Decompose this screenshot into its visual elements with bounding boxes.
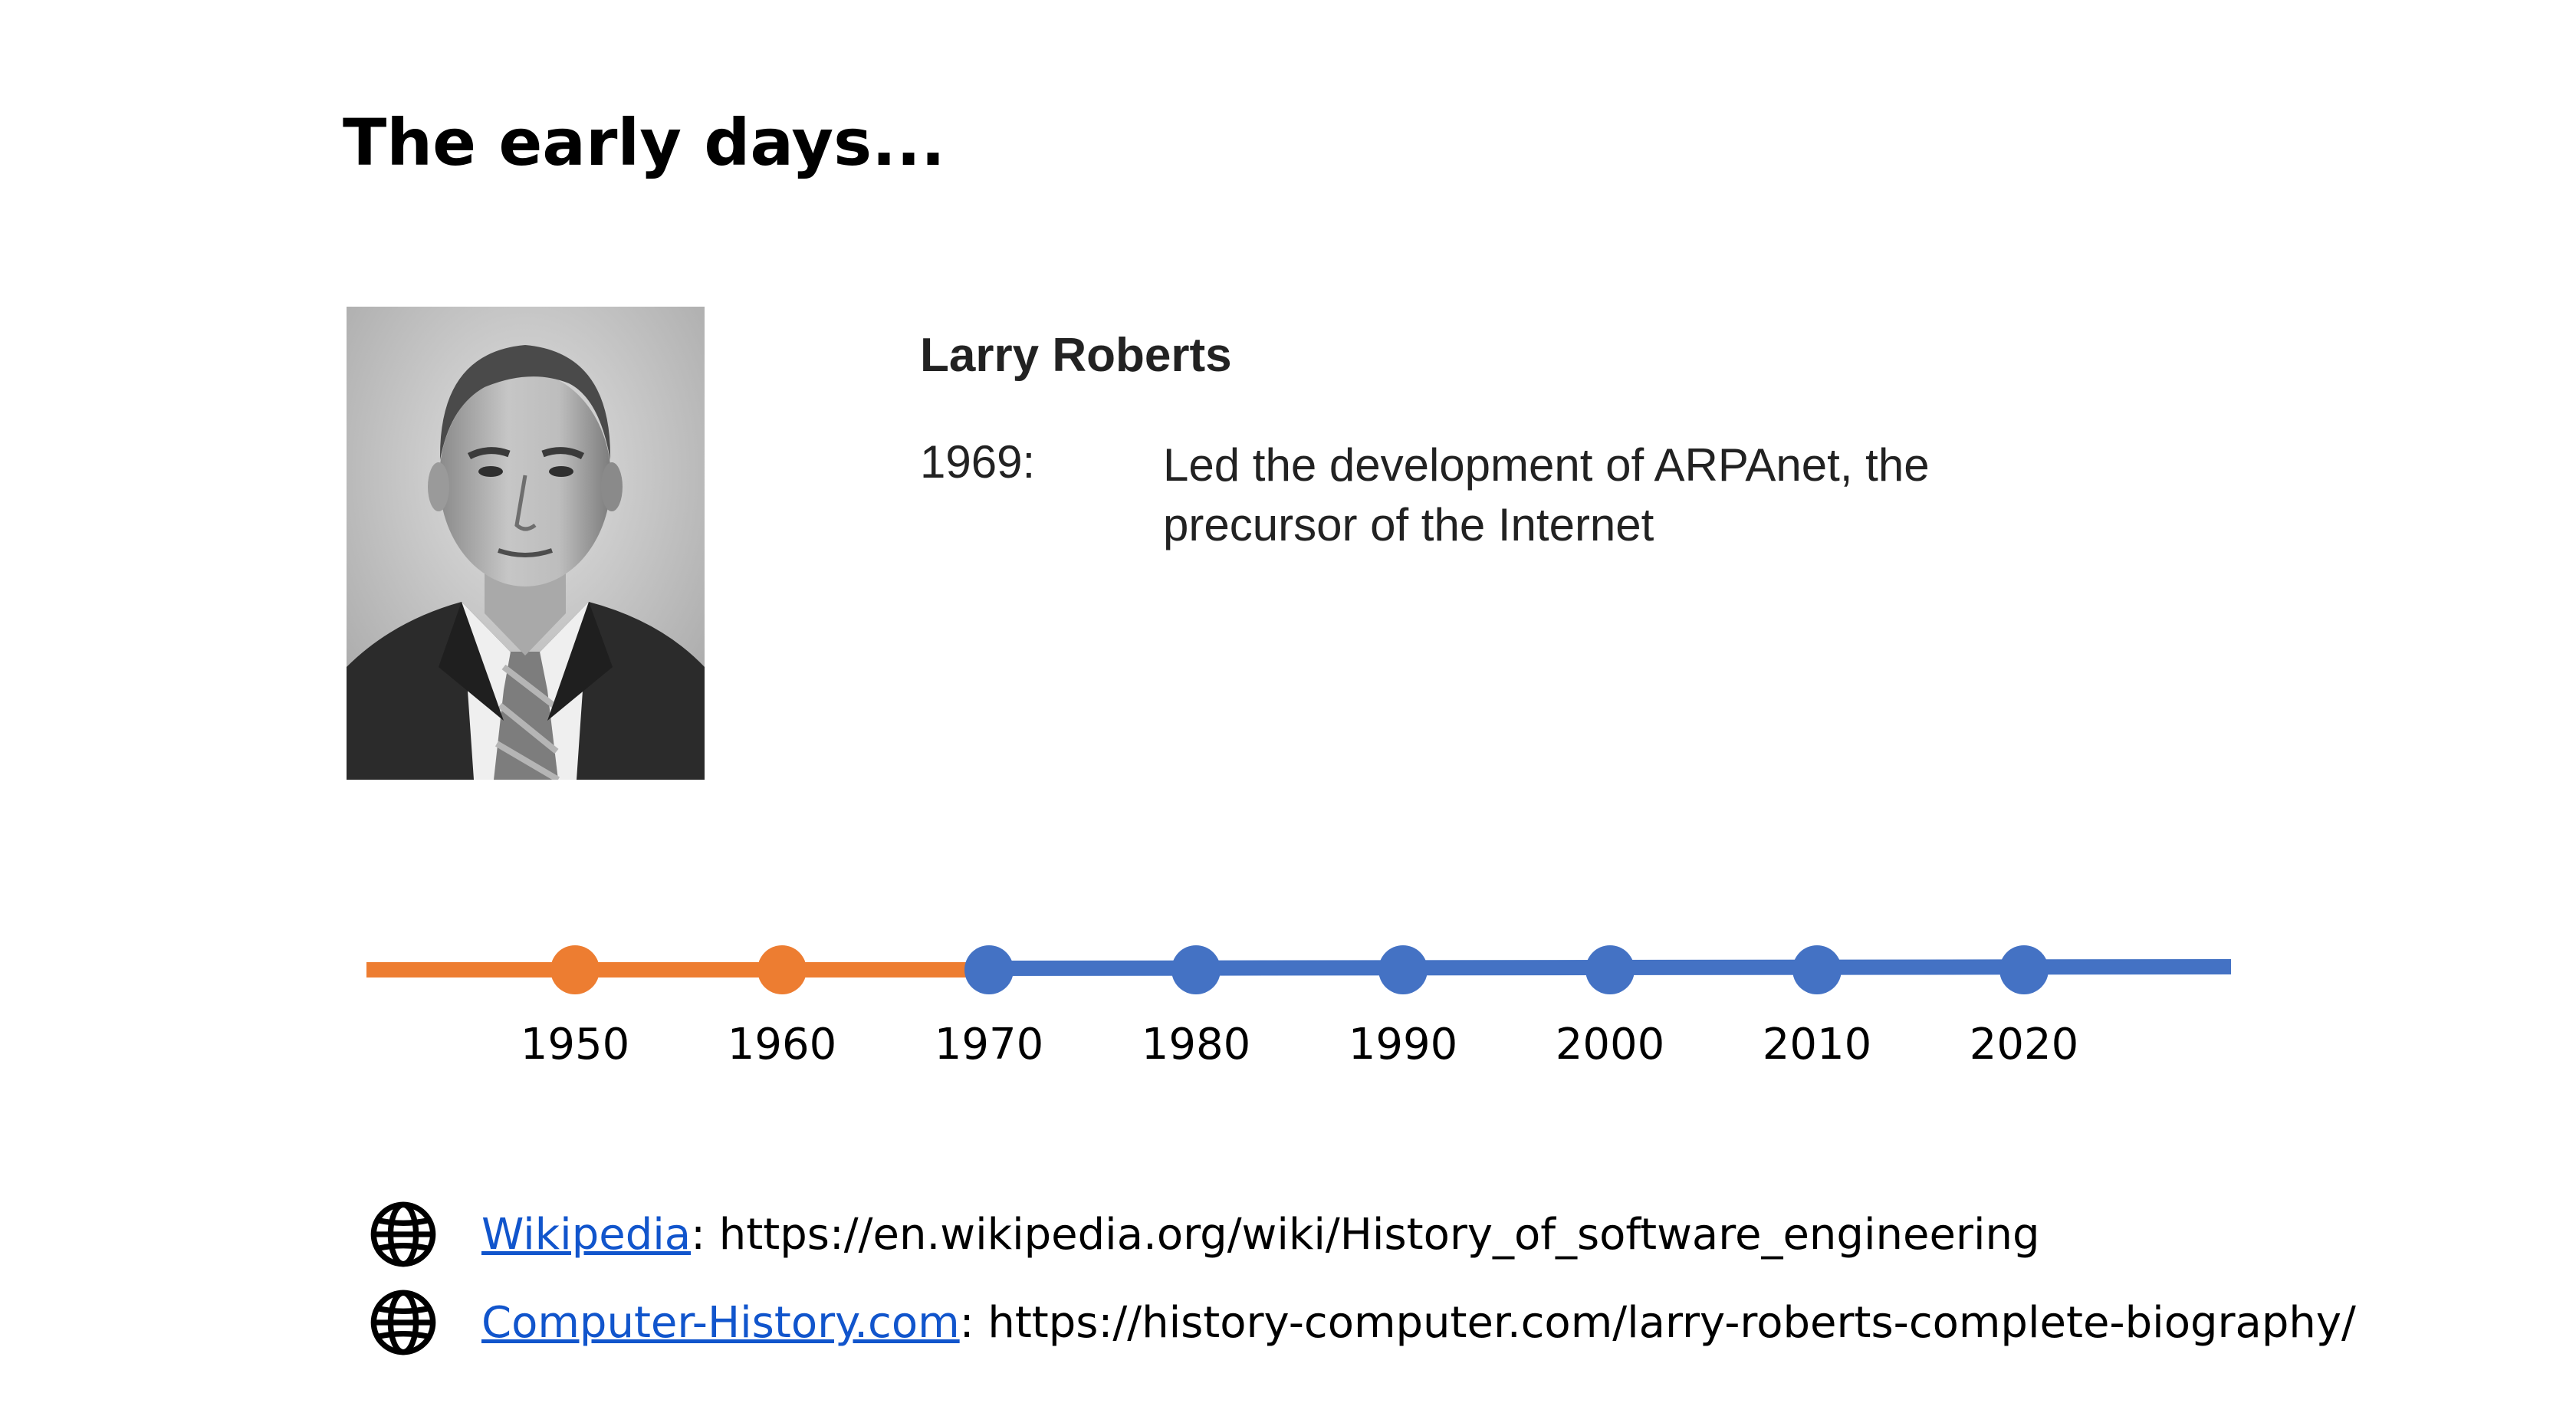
timeline-dot-1950 xyxy=(550,945,600,994)
timeline-dot-1960 xyxy=(757,945,807,994)
reference-url: https://history-computer.com/larry-rober… xyxy=(987,1297,2356,1348)
timeline-dot-1970 xyxy=(964,945,1014,994)
reference-computer-history: Computer-History.com: https://history-co… xyxy=(368,1284,2356,1361)
timeline-year-2020: 2020 xyxy=(1969,1020,2079,1070)
portrait-photo xyxy=(347,307,705,780)
event-year: 1969: xyxy=(920,436,1036,488)
timeline-dot-2010 xyxy=(1792,945,1842,994)
globe-icon xyxy=(370,1201,436,1267)
timeline-year-1990: 1990 xyxy=(1348,1020,1458,1070)
reference-text: Wikipedia: https://en.wikipedia.org/wiki… xyxy=(481,1210,2040,1260)
portrait-illustration xyxy=(347,307,705,780)
timeline-dot-1980 xyxy=(1171,945,1221,994)
timeline-dot-2000 xyxy=(1585,945,1635,994)
timeline-year-2010: 2010 xyxy=(1762,1020,1872,1070)
timeline-dot-1990 xyxy=(1378,945,1428,994)
timeline-year-2000: 2000 xyxy=(1555,1020,1665,1070)
timeline-year-1980: 1980 xyxy=(1141,1020,1251,1070)
timeline-year-1960: 1960 xyxy=(727,1020,837,1070)
slide-title: The early days... xyxy=(343,105,945,180)
computer-history-link[interactable]: Computer-History.com xyxy=(481,1297,960,1348)
reference-separator: : xyxy=(959,1297,974,1348)
reference-separator: : xyxy=(691,1209,705,1260)
wikipedia-link[interactable]: Wikipedia xyxy=(481,1209,692,1260)
reference-text: Computer-History.com: https://history-co… xyxy=(481,1298,2356,1348)
event-description: Led the development of ARPAnet, the prec… xyxy=(1163,439,1930,550)
reference-wikipedia: Wikipedia: https://en.wikipedia.org/wiki… xyxy=(368,1196,2040,1273)
timeline-year-1950: 1950 xyxy=(520,1020,630,1070)
reference-url: https://en.wikipedia.org/wiki/History_of… xyxy=(718,1209,2040,1260)
person-name: Larry Roberts xyxy=(920,329,1232,382)
timeline-year-1970: 1970 xyxy=(934,1020,1044,1070)
globe-icon xyxy=(370,1290,436,1355)
timeline-dot-2020 xyxy=(1999,945,2049,994)
